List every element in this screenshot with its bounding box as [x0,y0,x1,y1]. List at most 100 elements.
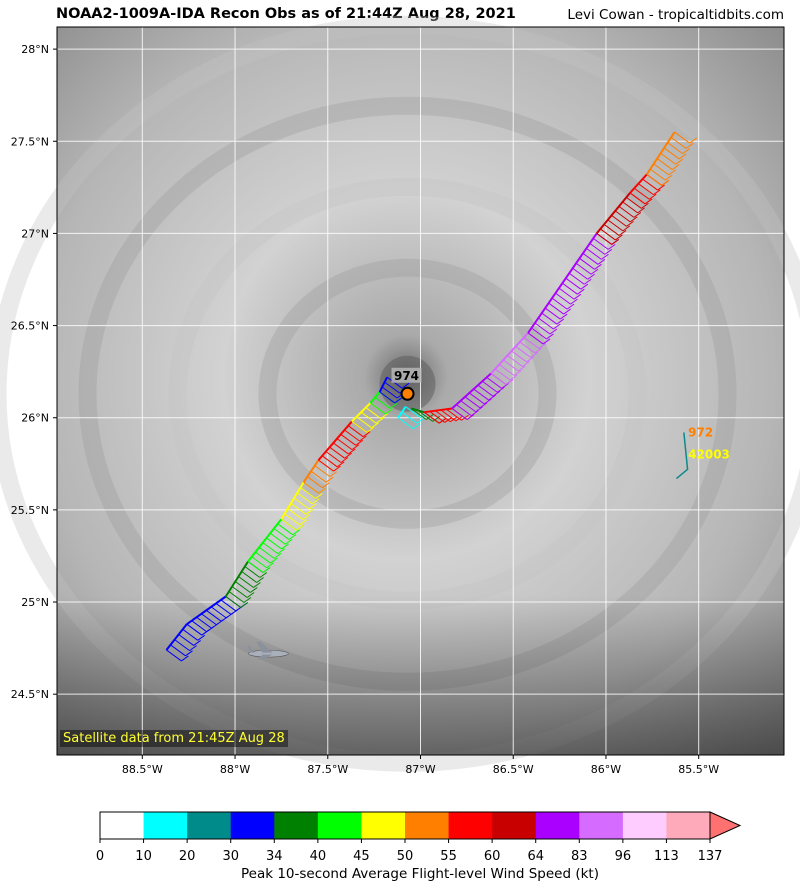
wind-barb [205,609,222,622]
wind-barb [321,455,338,468]
wind-barb [356,416,372,429]
wind-barb [231,586,248,598]
wind-barb [417,409,434,422]
wind-barb-flag [601,253,609,260]
wind-barb [656,158,673,170]
wind-barb-flag [288,534,297,540]
colorbar-tick-label: 113 [654,849,679,864]
wind-barb-flag [266,562,275,569]
lat-tick-label: 25.5°N [11,504,49,517]
wind-barb [515,346,531,358]
wind-barb-flag [566,303,575,310]
wind-barb [314,465,331,478]
wind-barb [277,523,293,536]
wind-barb-flag [518,365,526,372]
wind-barb [370,402,386,415]
wind-barb [611,214,627,227]
wind-barb-flag [329,471,338,478]
wind-barb-flag [530,352,538,358]
wind-barb-flag [308,503,317,510]
wind-barb [170,644,186,657]
wind-barb-flag [534,347,543,354]
wind-barb-flag [604,248,613,255]
wind-barb-flag [344,452,352,459]
colorbar-bin [143,812,188,839]
track-line [165,623,188,651]
wind-barb [565,277,582,290]
wind-barb-flag [305,508,314,515]
wind-barb [410,408,427,420]
wind-barb-flag [682,148,690,155]
wind-barb [241,571,257,583]
lat-tick-label: 28°N [21,43,49,56]
wind-barb [579,257,595,270]
lat-tick-label: 25°N [21,596,49,609]
wind-barb [464,396,481,409]
colorbar-extend-arrow [709,811,742,840]
wind-barb [273,528,290,540]
wind-barb-flag [302,514,311,520]
wind-barb [460,400,476,413]
wind-barb [638,183,654,196]
lat-tick-label: 26.5°N [11,320,49,333]
wind-barb [511,350,527,363]
wind-barb-flag [281,543,289,550]
wind-barb-flag [513,370,522,376]
wind-barb [336,438,353,451]
wind-barb [186,623,203,636]
wind-barb [225,596,242,608]
wind-barb [555,292,571,305]
wind-barb-flag [570,298,578,305]
wind-barb [544,307,561,320]
wind-barb [365,407,382,419]
wind-barb-flag [675,158,683,165]
wind-barb [629,192,646,205]
wind-barb-flag [270,557,278,564]
buoy-path [675,432,689,480]
wind-barb [174,639,190,652]
wind-barb [166,649,182,662]
wind-barb [667,142,683,155]
wind-barb-flag [671,164,680,170]
aircraft-wing [258,654,273,660]
wind-barb [534,322,551,335]
wind-barb [381,386,398,399]
wind-barb [482,380,498,393]
wind-barb-flag [648,193,657,200]
wind-barb [670,136,687,149]
center-pressure-label: 974 [394,369,419,383]
wind-barb [303,481,319,494]
lat-tick-label: 27°N [21,227,49,240]
buoy-track [675,432,689,480]
wind-barb-flag [538,343,547,349]
wind-barb-flag [348,448,356,455]
colorbar-tick-label: 64 [527,849,544,864]
wind-barb [329,446,345,459]
wind-barb [429,411,446,423]
wind-barb-flag [668,169,677,176]
wind-barb-flag [273,552,282,559]
wind-barb [548,302,564,315]
wind-barb-flag [501,382,509,389]
wind-barb [477,384,494,397]
colorbar-bin [100,812,145,839]
wind-barb-flag [259,572,268,578]
wind-barb-flag [479,402,488,409]
wind-barb [374,397,391,409]
track-line [280,481,305,520]
lon-tick-label: 87°W [405,763,435,776]
wind-barb [633,187,650,200]
wind-barb-flag [553,323,561,330]
wind-barb [622,201,638,214]
wind-barb-flag [362,431,371,438]
wind-barb-flag [253,582,261,588]
track-line [247,518,283,563]
wind-barb [284,513,300,526]
wind-barb [582,252,599,265]
wind-barb [663,147,680,160]
wind-barb-flag [351,444,360,451]
colorbar-bin [187,812,232,839]
wind-barb-flag [615,234,623,241]
wind-barb [473,388,489,401]
